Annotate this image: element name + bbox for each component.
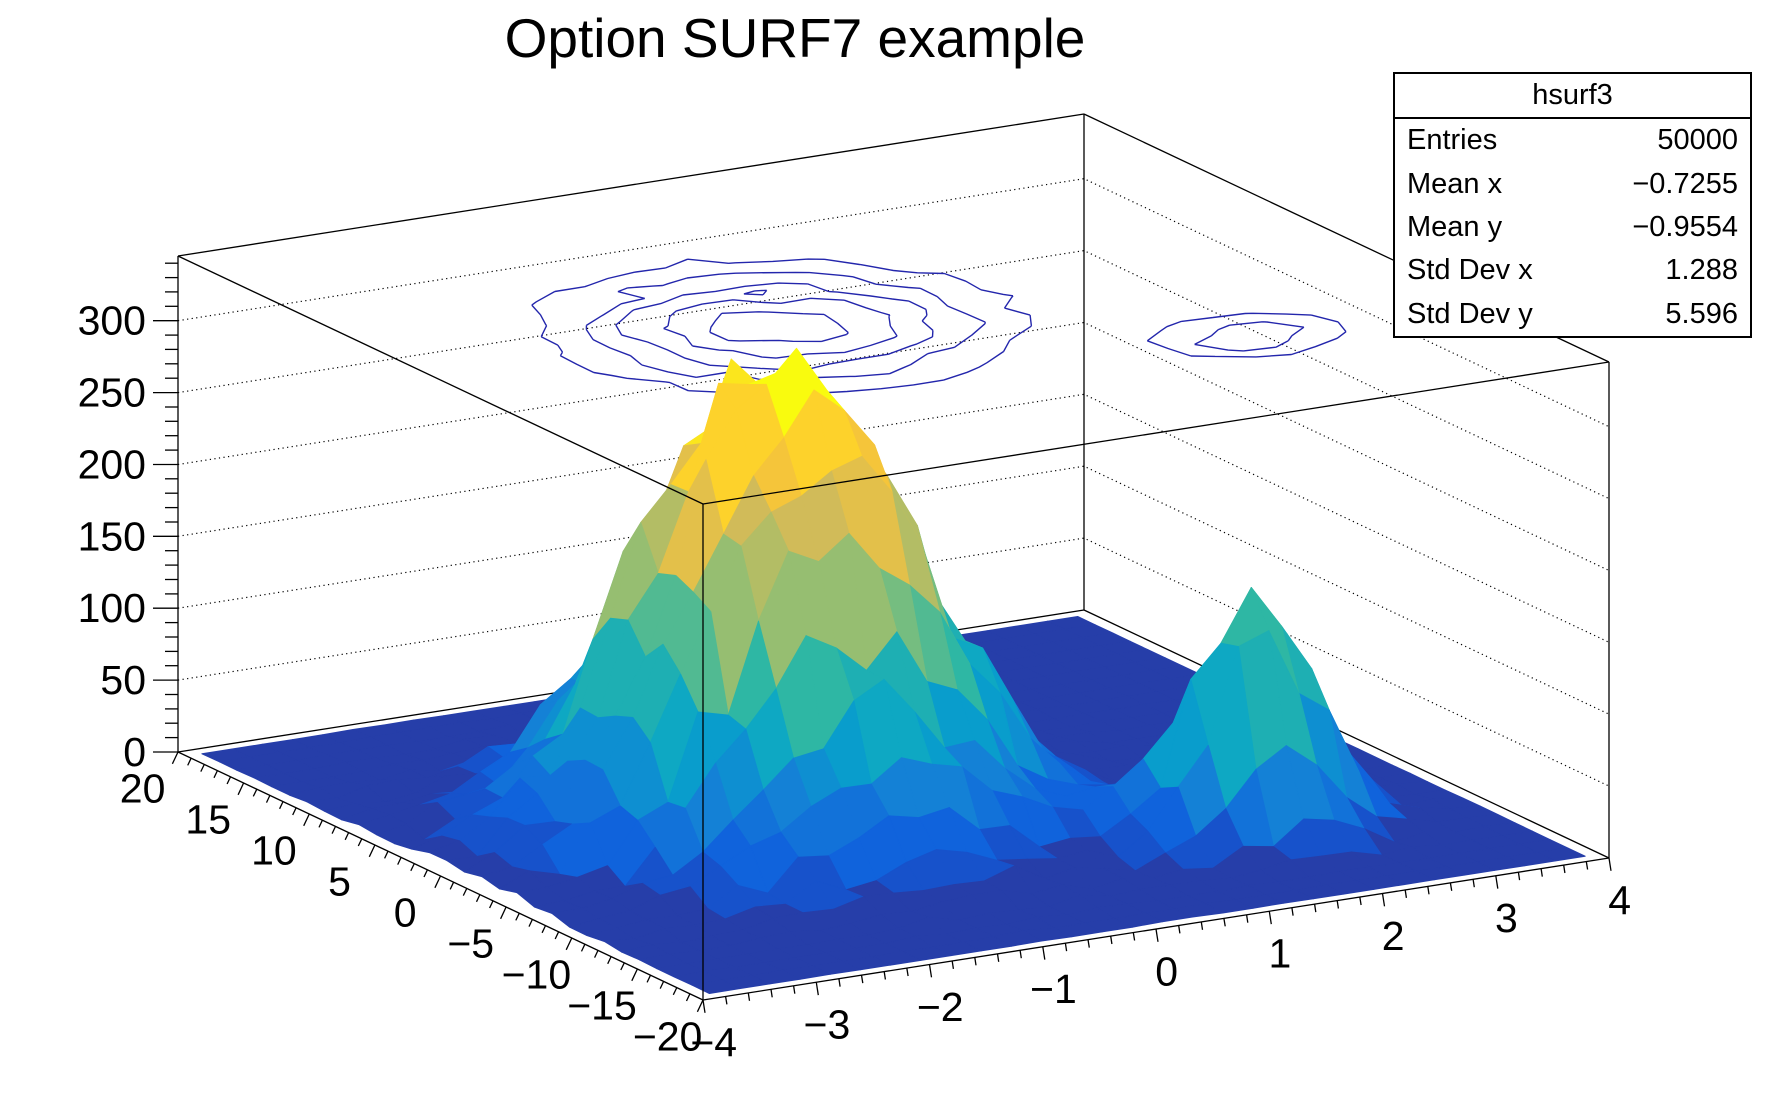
surface-facets [201,347,1586,994]
stat-label: Std Dev y [1407,297,1533,330]
stat-value: −0.9554 [1632,210,1738,243]
stats-box-title: hsurf3 [1395,74,1750,119]
stat-label: Mean x [1407,167,1503,200]
contour-level-line [709,311,849,343]
z-axis-tick-label: 100 [78,585,146,631]
x-axis-tick-label: −4 [690,1020,737,1066]
y-axis-tick-label: −20 [633,1014,703,1060]
x-axis-tick-label: 1 [1268,931,1291,977]
y-axis-tick-label: 5 [328,859,351,905]
top-plane-contours [531,258,1347,395]
z-axis: 0 50 100 150 200 250 300 [78,256,179,775]
stat-row: Std Dev y 5.596 [1407,297,1738,330]
stat-row: Entries 50000 [1407,126,1738,155]
stat-label: Entries [1407,124,1498,157]
y-axis-tick-label: −5 [447,921,494,967]
stat-row: Mean y −0.9554 [1407,210,1738,243]
frame-front-edges [177,255,1610,1000]
surface-facet [691,979,740,994]
stat-label: Std Dev x [1407,254,1533,287]
y-axis: 20 15 10 50 −5−10−15−20 [120,751,704,1060]
chart-title: Option SURF7 example [504,7,1086,69]
contour-level-line [663,289,898,359]
y-axis-tick-label: 20 [120,766,166,812]
y-axis-tick-label: −15 [567,983,637,1029]
x-axis-tick-label: 3 [1495,895,1518,941]
z-axis-tick-label: 200 [78,442,146,488]
z-axis-tick-label: 50 [100,657,146,703]
stat-row: Mean x −0.7255 [1407,167,1738,200]
stat-value: 50000 [1657,124,1738,157]
x-axis-tick-label: −3 [804,1002,851,1048]
x-axis-tick-label: −1 [1030,966,1077,1012]
stat-value: 5.596 [1665,297,1738,330]
y-axis-tick-label: 0 [394,890,417,936]
stat-value: 1.288 [1665,254,1738,287]
x-axis-tick-label: −2 [917,984,964,1030]
y-axis-tick-label: −10 [502,952,572,998]
x-axis: −4 −3 −2 −1 0 1 2 3 4 [690,857,1631,1066]
x-axis-tick-label: 2 [1382,913,1405,959]
contour-level-line [531,258,1347,395]
y-axis-tick-label: 10 [251,828,297,874]
z-axis-tick-label: 250 [78,370,146,416]
contour-level-line [585,271,1305,381]
z-axis-tick-label: 150 [78,513,146,559]
stat-value: −0.7255 [1632,167,1738,200]
z-axis-tick-label: 300 [78,298,146,344]
stats-box: hsurf3 Entries 50000 Mean x −0.7255 Mean y −0… [1393,72,1752,338]
x-axis-tick-label: 4 [1608,878,1631,924]
stat-row: Std Dev x 1.288 [1407,256,1738,285]
stats-box-rows: Entries 50000 Mean x −0.7255 Mean y −0.9554 St… [1395,119,1750,336]
y-axis-tick-label: 15 [185,797,231,843]
z-axis-tick-label: 0 [123,729,146,775]
stat-label: Mean y [1407,210,1503,243]
x-axis-tick-label: 0 [1155,949,1178,995]
